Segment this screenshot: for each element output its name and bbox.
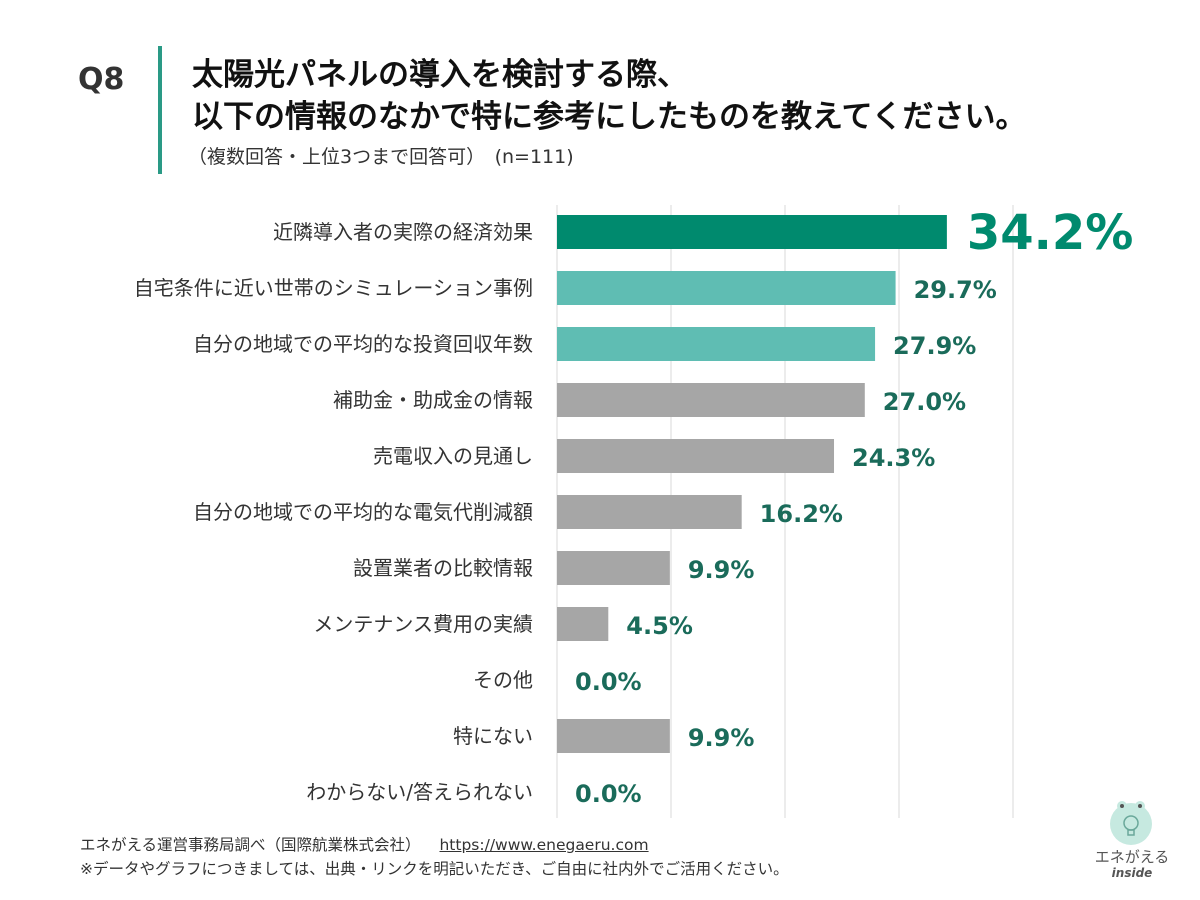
category-label: 自分の地域での平均的な電気代削減額 xyxy=(193,500,533,524)
category-label: 売電収入の見通し xyxy=(373,444,533,468)
bar xyxy=(557,439,835,473)
value-label: 27.9% xyxy=(893,332,976,360)
category-labels: 近隣導入者の実際の経済効果自宅条件に近い世帯のシミュレーション事例自分の地域での… xyxy=(134,220,533,804)
value-label: 24.3% xyxy=(852,444,935,472)
usage-note: ※データやグラフにつきましては、出典・リンクを明記いただき、ご自由に社内外でご活… xyxy=(80,860,789,878)
value-label: 29.7% xyxy=(914,276,997,304)
bar xyxy=(557,495,742,529)
category-label: 自分の地域での平均的な投資回収年数 xyxy=(193,332,533,356)
bar xyxy=(557,271,896,305)
value-label: 9.9% xyxy=(688,556,755,584)
category-label: わからない/答えられない xyxy=(306,780,533,804)
logo-text: エネがえる xyxy=(1094,848,1170,866)
question-number: Q8 xyxy=(78,62,125,97)
value-label: 27.0% xyxy=(883,388,966,416)
title-divider xyxy=(158,46,162,174)
value-label: 0.0% xyxy=(575,780,642,808)
bar xyxy=(557,719,670,753)
value-label: 0.0% xyxy=(575,668,642,696)
chart-subtitle: （複数回答・上位3つまで回答可） (n=111) xyxy=(188,146,574,168)
value-labels: 34.2%29.7%27.9%27.0%24.3%16.2%9.9%4.5%0.… xyxy=(575,205,1133,808)
value-label: 4.5% xyxy=(626,612,693,640)
bar-chart: 近隣導入者の実際の経済効果自宅条件に近い世帯のシミュレーション事例自分の地域での… xyxy=(134,205,1133,818)
bar xyxy=(557,383,865,417)
bar xyxy=(557,551,670,585)
chart-title: 太陽光パネルの導入を検討する際、 以下の情報のなかで特に参考にしたものを教えてく… xyxy=(192,54,1027,138)
source-link[interactable]: https://www.enegaeru.com xyxy=(439,836,649,854)
source-line: エネがえる運営事務局調べ（国際航業株式会社） https://www.enega… xyxy=(80,833,649,855)
logo-subtext: inside xyxy=(1111,866,1153,880)
bars xyxy=(557,215,947,753)
category-label: 補助金・助成金の情報 xyxy=(333,388,533,412)
category-label: 近隣導入者の実際の経済効果 xyxy=(273,220,533,244)
category-label: 特にない xyxy=(453,724,533,748)
value-label: 9.9% xyxy=(688,724,755,752)
value-label: 34.2% xyxy=(967,205,1134,261)
category-label: 自宅条件に近い世帯のシミュレーション事例 xyxy=(134,276,533,300)
value-label: 16.2% xyxy=(760,500,843,528)
bar xyxy=(557,327,876,361)
bar xyxy=(557,215,947,249)
title-line-2: 以下の情報のなかで特に参考にしたものを教えてください。 xyxy=(192,99,1027,135)
category-label: その他 xyxy=(473,668,533,692)
category-label: メンテナンス費用の実績 xyxy=(313,612,533,636)
enegaeru-logo: エネがえる inside xyxy=(1092,796,1172,886)
title-line-1: 太陽光パネルの導入を検討する際、 xyxy=(192,57,688,93)
lightbulb-frog-icon xyxy=(1110,801,1152,845)
bar xyxy=(557,607,609,641)
category-label: 設置業者の比較情報 xyxy=(353,556,533,580)
source-text: エネがえる運営事務局調べ（国際航業株式会社） xyxy=(80,836,421,854)
